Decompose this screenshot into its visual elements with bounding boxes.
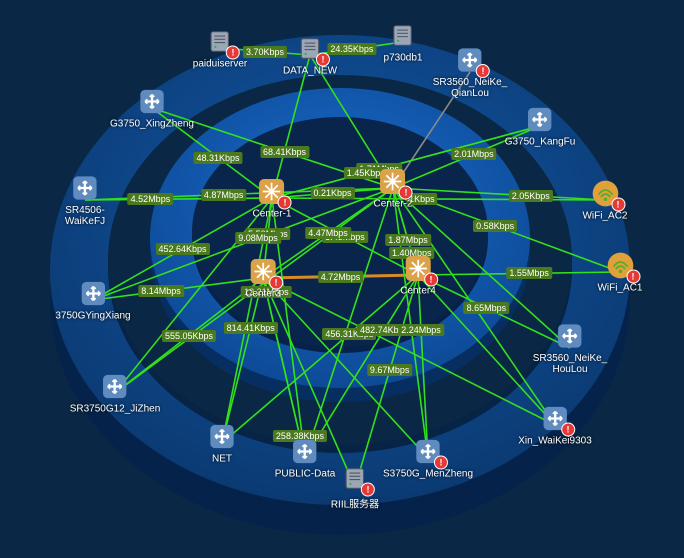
server-icon [388, 21, 418, 51]
core-icon: ! [248, 257, 278, 287]
server-icon: ! [205, 27, 235, 57]
router-icon [137, 87, 167, 117]
node-label: PUBLIC-Data [275, 469, 336, 480]
core-icon: ! [257, 177, 287, 207]
node-data_new[interactable]: !DATA_NEW [283, 34, 337, 77]
node-label: NET [207, 454, 237, 465]
node-net[interactable]: NET [207, 422, 237, 465]
alert-badge: ! [476, 64, 490, 78]
node-label: S3750G_MenZheng [383, 469, 473, 480]
edge [93, 188, 393, 300]
alert-badge: ! [611, 198, 625, 212]
server-icon: ! [295, 34, 325, 64]
node-label: RIIL服务器 [331, 496, 379, 511]
node-sr3560nq[interactable]: !SR3560_NeiKe_QianLou [433, 45, 508, 99]
topology-canvas: 3.70Kbps24.35Kbps48.31Kbps68.41Kbps0.21K… [0, 0, 684, 558]
node-label: WiFi_AC2 [582, 211, 627, 222]
alert-badge: ! [434, 456, 448, 470]
edge [305, 188, 393, 458]
core-icon: ! [403, 254, 433, 284]
server-icon: ! [340, 464, 370, 494]
edge [305, 275, 418, 458]
node-label: Center-1 [253, 209, 292, 220]
node-label: 3750GYingXiang [55, 311, 130, 322]
node-center2[interactable]: !Center-2 [374, 167, 413, 210]
router-icon [290, 437, 320, 467]
node-center3[interactable]: !Center3 [245, 257, 281, 300]
alert-badge: ! [626, 270, 640, 284]
router-icon [70, 173, 100, 203]
node-label: Xin_WaiKei9303 [518, 436, 592, 447]
router-icon [207, 422, 237, 452]
node-center4[interactable]: !Center4 [400, 254, 436, 297]
node-label: Center3 [245, 289, 281, 300]
node-label: SR3560_NeiKe_HouLou [533, 353, 608, 375]
router-icon [78, 279, 108, 309]
node-label: p730db1 [384, 53, 423, 64]
edge [393, 188, 555, 425]
node-publicdata[interactable]: PUBLIC-Data [275, 437, 336, 480]
router-icon [100, 372, 130, 402]
node-sr3560nh[interactable]: SR3560_NeiKe_HouLou [533, 321, 608, 375]
edge [222, 278, 263, 443]
node-paidui[interactable]: !paiduiserver [193, 27, 247, 70]
alert-badge: ! [226, 46, 240, 60]
alert-badge: ! [561, 423, 575, 437]
node-label: WiFi_AC1 [597, 283, 642, 294]
core-icon: ! [378, 167, 408, 197]
alert-badge: ! [424, 273, 438, 287]
alert-badge: ! [269, 276, 283, 290]
router-icon: ! [455, 45, 485, 75]
node-label: SR3560_NeiKe_QianLou [433, 77, 508, 99]
node-label: paiduiserver [193, 59, 247, 70]
edge [272, 198, 305, 458]
edge [263, 278, 555, 425]
wifi-icon: ! [590, 179, 620, 209]
alert-badge: ! [278, 196, 292, 210]
edge [263, 275, 418, 278]
node-label: Center4 [400, 286, 436, 297]
node-g3750kf[interactable]: G3750_KangFu [505, 105, 576, 148]
node-label: G3750_KangFu [505, 137, 576, 148]
router-icon: ! [413, 437, 443, 467]
node-wifiac1[interactable]: !WiFi_AC1 [597, 251, 642, 294]
router-icon [555, 321, 585, 351]
node-label: DATA_NEW [283, 66, 337, 77]
edge [393, 188, 428, 458]
node-3750gyx[interactable]: 3750GYingXiang [55, 279, 130, 322]
wifi-icon: ! [605, 251, 635, 281]
node-g3750xz[interactable]: G3750_XingZheng [110, 87, 194, 130]
edge [263, 278, 428, 458]
alert-badge: ! [316, 53, 330, 67]
router-icon: ! [540, 404, 570, 434]
node-label: SR4506-WaiKeFJ [65, 205, 105, 227]
edge [263, 278, 305, 458]
edge [272, 198, 605, 200]
edge [418, 272, 620, 275]
router-icon [525, 105, 555, 135]
node-center1[interactable]: !Center-1 [253, 177, 292, 220]
node-s3750gmz[interactable]: !S3750G_MenZheng [383, 437, 473, 480]
node-p730db1[interactable]: p730db1 [384, 21, 423, 64]
node-sr3750g12[interactable]: SR3750G12_JiZhen [70, 372, 161, 415]
node-xinwk[interactable]: !Xin_WaiKei9303 [518, 404, 592, 447]
node-riil[interactable]: !RIIL服务器 [331, 464, 379, 511]
node-wifiac2[interactable]: !WiFi_AC2 [582, 179, 627, 222]
alert-badge: ! [361, 483, 375, 497]
node-label: SR3750G12_JiZhen [70, 404, 161, 415]
alert-badge: ! [399, 186, 413, 200]
node-sr4506[interactable]: SR4506-WaiKeFJ [65, 173, 105, 227]
node-label: G3750_XingZheng [110, 119, 194, 130]
node-label: Center-2 [374, 199, 413, 210]
edge [418, 275, 428, 458]
